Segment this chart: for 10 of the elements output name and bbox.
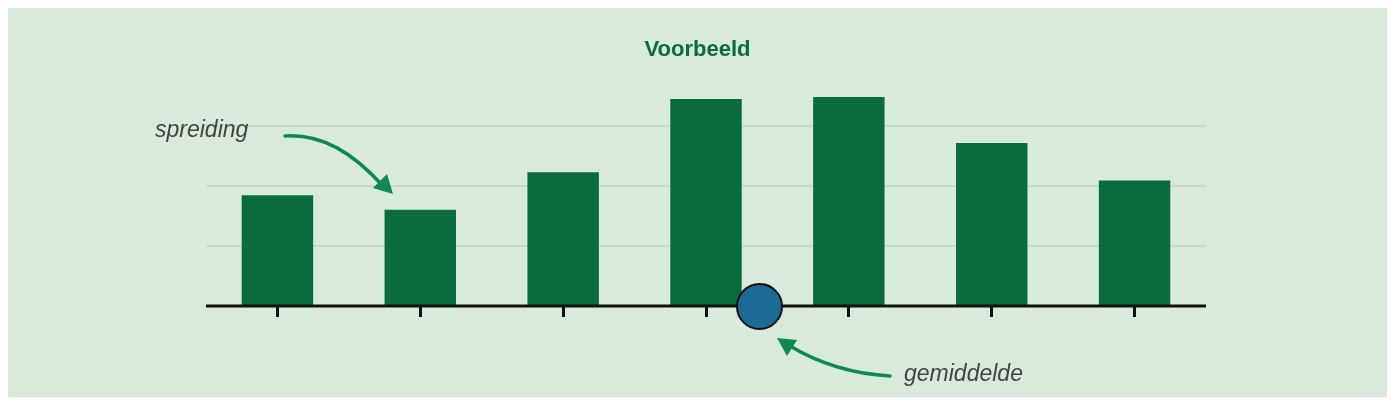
bar bbox=[384, 209, 456, 306]
text: gemiddelde bbox=[904, 360, 1023, 387]
bar bbox=[813, 97, 885, 306]
bar bbox=[241, 195, 314, 306]
bar bbox=[956, 142, 1028, 306]
chart-title: Voorbeeld bbox=[643, 36, 752, 62]
bar bbox=[1098, 180, 1171, 306]
annotation: spreiding bbox=[155, 116, 249, 143]
bar bbox=[527, 172, 599, 306]
bar bbox=[670, 99, 742, 306]
